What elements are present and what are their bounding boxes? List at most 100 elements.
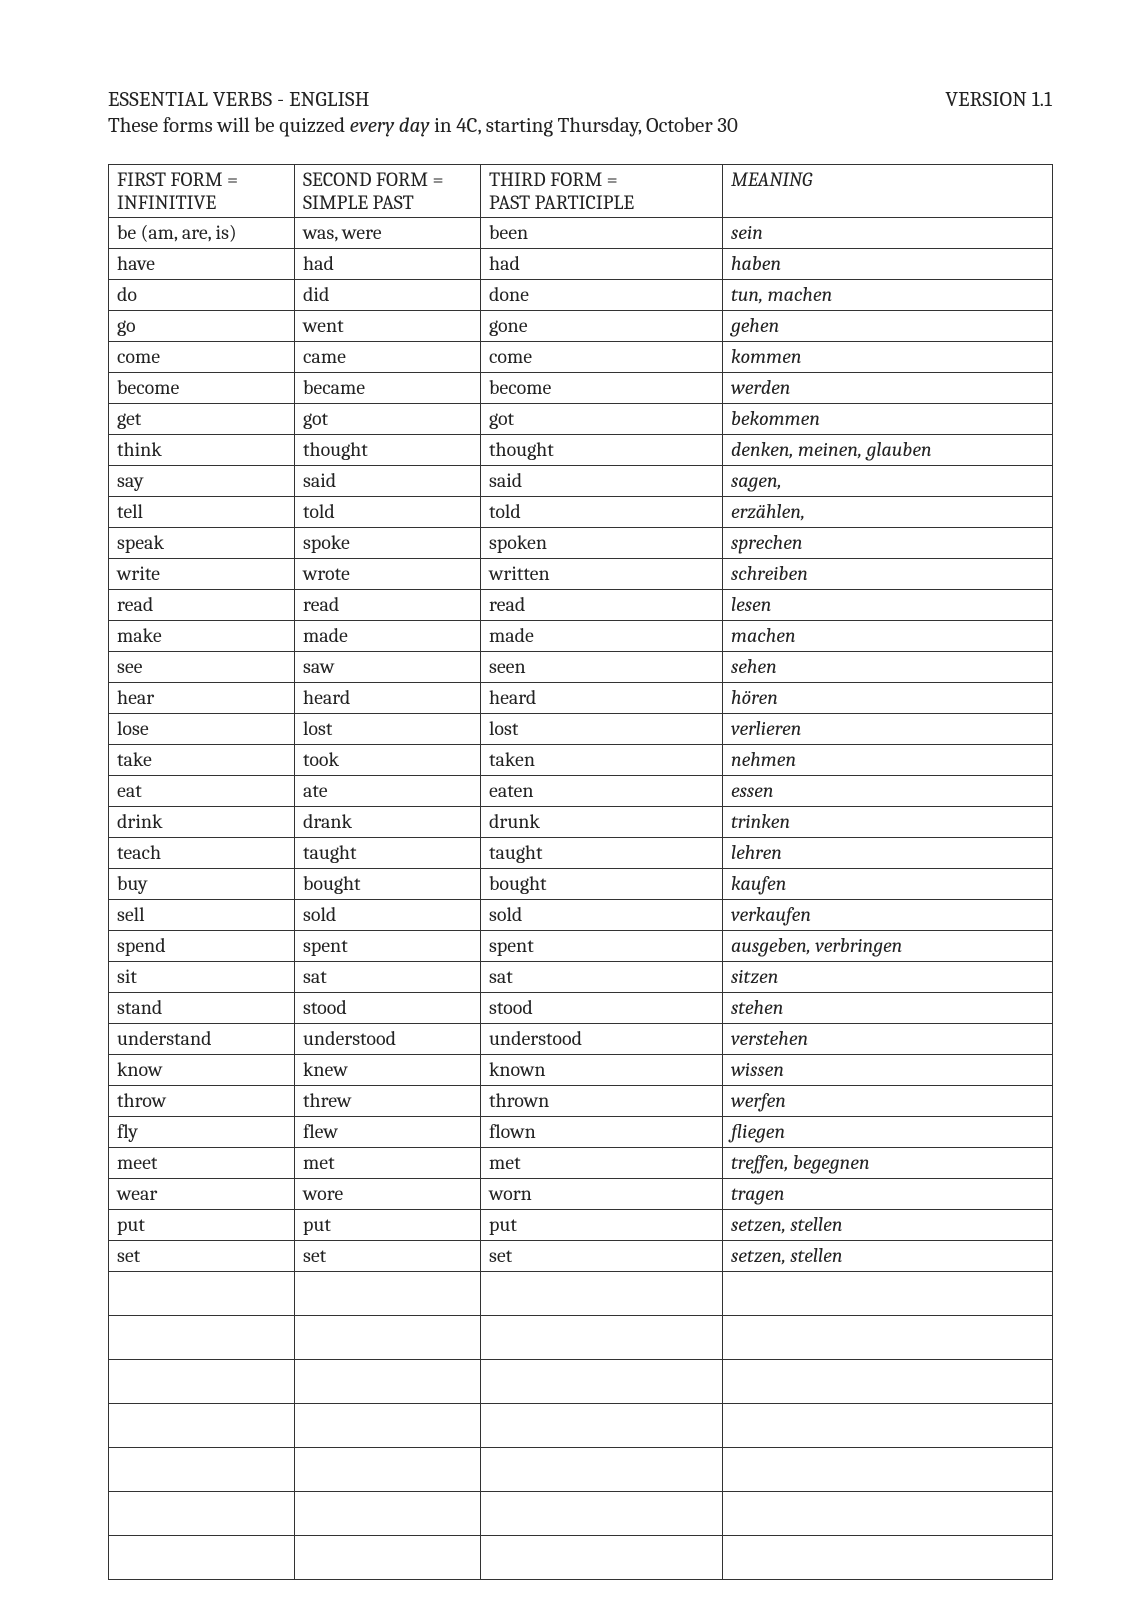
table-row: thinkthoughtthoughtdenken, meinen, glaub… <box>109 435 1053 466</box>
table-row: wearworeworntragen <box>109 1179 1053 1210</box>
empty-cell <box>109 1316 295 1360</box>
cell-meaning: hören <box>723 683 1053 714</box>
table-row-empty <box>109 1316 1053 1360</box>
cell-meaning: essen <box>723 776 1053 807</box>
empty-cell <box>481 1492 723 1536</box>
cell-meaning: wissen <box>723 1055 1053 1086</box>
cell-first-form: say <box>109 466 295 497</box>
cell-second-form: told <box>295 497 481 528</box>
empty-cell <box>481 1316 723 1360</box>
cell-second-form: stood <box>295 993 481 1024</box>
cell-meaning: setzen, stellen <box>723 1210 1053 1241</box>
cell-meaning: trinken <box>723 807 1053 838</box>
header-row: ESSENTIAL VERBS - ENGLISH VERSION 1.1 <box>108 88 1052 112</box>
cell-first-form: speak <box>109 528 295 559</box>
cell-meaning: haben <box>723 249 1053 280</box>
document-page: ESSENTIAL VERBS - ENGLISH VERSION 1.1 Th… <box>0 0 1132 1600</box>
table-row: dodiddonetun, machen <box>109 280 1053 311</box>
empty-cell <box>723 1536 1053 1580</box>
cell-second-form: ate <box>295 776 481 807</box>
cell-first-form: make <box>109 621 295 652</box>
cell-meaning: verkaufen <box>723 900 1053 931</box>
cell-third-form: said <box>481 466 723 497</box>
empty-cell <box>295 1536 481 1580</box>
table-row: drinkdrankdrunktrinken <box>109 807 1053 838</box>
cell-second-form: threw <box>295 1086 481 1117</box>
cell-meaning: sagen, <box>723 466 1053 497</box>
cell-second-form: taught <box>295 838 481 869</box>
empty-cell <box>723 1448 1053 1492</box>
cell-meaning: tragen <box>723 1179 1053 1210</box>
table-row: gowentgonegehen <box>109 311 1053 342</box>
cell-first-form: tell <box>109 497 295 528</box>
empty-cell <box>723 1316 1053 1360</box>
cell-meaning: sehen <box>723 652 1053 683</box>
cell-meaning: gehen <box>723 311 1053 342</box>
cell-third-form: heard <box>481 683 723 714</box>
cell-meaning: denken, meinen, glauben <box>723 435 1053 466</box>
cell-first-form: read <box>109 590 295 621</box>
cell-third-form: come <box>481 342 723 373</box>
cell-first-form: do <box>109 280 295 311</box>
table-row: sellsoldsoldverkaufen <box>109 900 1053 931</box>
table-row-empty <box>109 1360 1053 1404</box>
cell-second-form: said <box>295 466 481 497</box>
cell-second-form: understood <box>295 1024 481 1055</box>
cell-first-form: write <box>109 559 295 590</box>
col-header-line2: SIMPLE PAST <box>303 191 472 214</box>
cell-second-form: did <box>295 280 481 311</box>
table-row: readreadreadlesen <box>109 590 1053 621</box>
empty-cell <box>295 1448 481 1492</box>
cell-first-form: eat <box>109 776 295 807</box>
cell-first-form: stand <box>109 993 295 1024</box>
cell-first-form: throw <box>109 1086 295 1117</box>
cell-third-form: made <box>481 621 723 652</box>
cell-second-form: got <box>295 404 481 435</box>
table-row: loselostlostverlieren <box>109 714 1053 745</box>
cell-second-form: spoke <box>295 528 481 559</box>
cell-meaning: tun, machen <box>723 280 1053 311</box>
cell-meaning: verlieren <box>723 714 1053 745</box>
cell-third-form: flown <box>481 1117 723 1148</box>
cell-third-form: sat <box>481 962 723 993</box>
cell-meaning: machen <box>723 621 1053 652</box>
cell-meaning: kaufen <box>723 869 1053 900</box>
table-row: speakspokespokensprechen <box>109 528 1053 559</box>
cell-meaning: ausgeben, verbringen <box>723 931 1053 962</box>
empty-cell <box>109 1536 295 1580</box>
table-row: havehadhadhaben <box>109 249 1053 280</box>
empty-cell <box>109 1448 295 1492</box>
cell-third-form: understood <box>481 1024 723 1055</box>
cell-first-form: set <box>109 1241 295 1272</box>
version-label: VERSION 1.1 <box>945 88 1052 112</box>
cell-third-form: set <box>481 1241 723 1272</box>
cell-first-form: meet <box>109 1148 295 1179</box>
table-row-empty <box>109 1448 1053 1492</box>
cell-first-form: lose <box>109 714 295 745</box>
cell-first-form: have <box>109 249 295 280</box>
empty-cell <box>481 1448 723 1492</box>
empty-cell <box>481 1404 723 1448</box>
col-header-first-form: FIRST FORM = INFINITIVE <box>109 165 295 218</box>
cell-first-form: know <box>109 1055 295 1086</box>
table-row: sitsatsatsitzen <box>109 962 1053 993</box>
col-header-line2: PAST PARTICIPLE <box>489 191 714 214</box>
table-row: writewrotewrittenschreiben <box>109 559 1053 590</box>
cell-first-form: spend <box>109 931 295 962</box>
empty-cell <box>109 1360 295 1404</box>
table-row: comecamecomekommen <box>109 342 1053 373</box>
cell-third-form: stood <box>481 993 723 1024</box>
table-row: knowknewknownwissen <box>109 1055 1053 1086</box>
table-row: makemademademachen <box>109 621 1053 652</box>
cell-third-form: lost <box>481 714 723 745</box>
cell-second-form: went <box>295 311 481 342</box>
cell-meaning: stehen <box>723 993 1053 1024</box>
cell-third-form: had <box>481 249 723 280</box>
table-row: teachtaughttaughtlehren <box>109 838 1053 869</box>
col-header-second-form: SECOND FORM = SIMPLE PAST <box>295 165 481 218</box>
cell-first-form: go <box>109 311 295 342</box>
cell-third-form: bought <box>481 869 723 900</box>
cell-first-form: wear <box>109 1179 295 1210</box>
table-row: spendspentspentausgeben, verbringen <box>109 931 1053 962</box>
col-header-line1: MEANING <box>731 168 812 191</box>
